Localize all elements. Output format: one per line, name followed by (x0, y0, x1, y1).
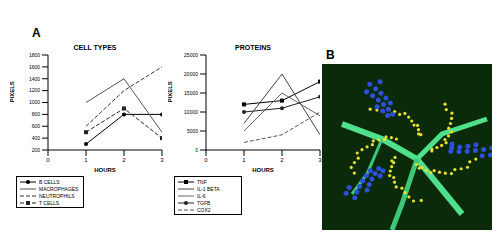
svg-text:5000: 5000 (187, 128, 198, 134)
svg-text:HOURS: HOURS (94, 167, 116, 173)
html-text:CELL TYPES: CELL TYPES (73, 44, 117, 51)
html-text:A: A (32, 26, 41, 40)
svg-text:2: 2 (122, 157, 126, 163)
html-text:PROTEINS: PROTEINS (235, 44, 271, 51)
html-text:MACROPHAGES: MACROPHAGES (39, 185, 79, 192)
svg-text:15000: 15000 (184, 90, 198, 96)
svg-text:1200: 1200 (29, 87, 40, 93)
html-text:IL-6: IL-6 (197, 192, 206, 199)
html-text:COX2: COX2 (197, 206, 211, 213)
svg-text:600: 600 (32, 123, 41, 129)
svg-text:0: 0 (46, 157, 50, 163)
html-text:B CELLS: B CELLS (39, 178, 60, 185)
svg-text:PIXELS: PIXELS (10, 81, 15, 102)
svg-text:1600: 1600 (29, 64, 40, 70)
html-text:B: B (326, 48, 335, 62)
svg-text:1: 1 (242, 157, 246, 163)
svg-text:10000: 10000 (184, 109, 198, 115)
svg-text:HOURS: HOURS (252, 167, 274, 173)
svg-text:1400: 1400 (29, 76, 40, 82)
svg-text:0: 0 (195, 147, 198, 153)
svg-text:1800: 1800 (29, 52, 40, 58)
html-text:T CELLS: T CELLS (39, 199, 60, 206)
svg-text:20000: 20000 (184, 71, 198, 77)
svg-text:400: 400 (32, 135, 41, 141)
html-text:NEUTROPHILS: NEUTROPHILS (39, 192, 75, 199)
svg-text:3: 3 (318, 157, 322, 163)
svg-text:25000: 25000 (184, 52, 198, 58)
html-text:TGFB: TGFB (197, 199, 211, 206)
svg-text:PIXELS: PIXELS (168, 81, 173, 102)
html-text:TNF: TNF (197, 178, 207, 185)
svg-text:800: 800 (32, 111, 41, 117)
svg-text:200: 200 (32, 147, 41, 153)
svg-text:2: 2 (280, 157, 284, 163)
svg-text:1: 1 (84, 157, 88, 163)
svg-text:3: 3 (160, 157, 164, 163)
svg-text:1000: 1000 (29, 99, 40, 105)
html-text:IL-1 BETA: IL-1 BETA (197, 185, 220, 192)
svg-text:0: 0 (204, 157, 208, 163)
